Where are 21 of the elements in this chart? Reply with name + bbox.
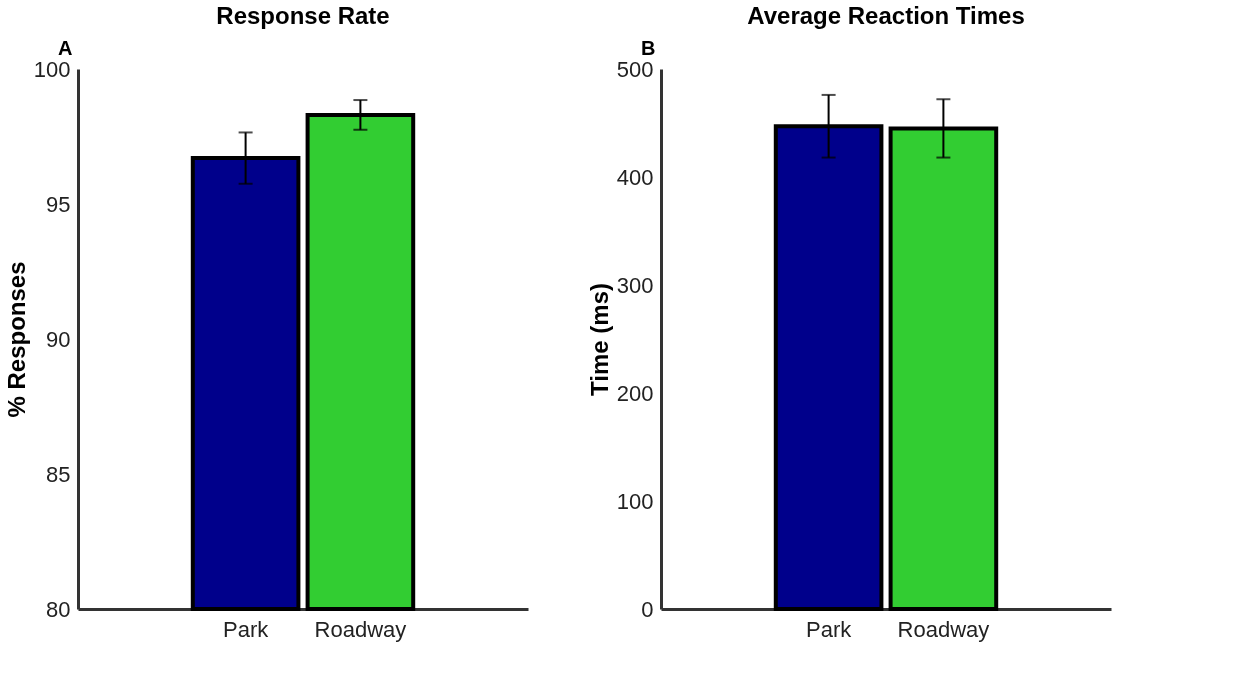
text: B: [641, 37, 656, 59]
y-tick-label: 400: [616, 164, 654, 190]
x-tick-label: Park: [805, 616, 853, 642]
y-tick-label: 200: [616, 380, 654, 406]
y-tick-label: 90: [46, 326, 71, 352]
y-tick-label: 95: [46, 191, 71, 217]
y-tick-label: 100: [33, 56, 71, 82]
y-tick-label: 85: [46, 461, 71, 487]
x-tick-label: Park: [222, 616, 270, 642]
y-tick-label: 300: [616, 272, 654, 298]
x-tick-label: Roadway: [314, 616, 407, 642]
text: A: [58, 37, 73, 59]
y-tick-label: 80: [46, 596, 71, 622]
x-tick-label: Roadway: [897, 616, 990, 642]
y-axis-title: % Responses: [2, 261, 30, 418]
y-tick-label: 500: [616, 56, 654, 82]
y-tick-label: 100: [616, 488, 654, 514]
y-axis-title: Time (ms): [585, 283, 613, 396]
chart-title: Response Rate: [216, 2, 390, 29]
chart-title: Average Reaction Times: [747, 2, 1025, 29]
y-tick-label: 0: [641, 596, 654, 622]
